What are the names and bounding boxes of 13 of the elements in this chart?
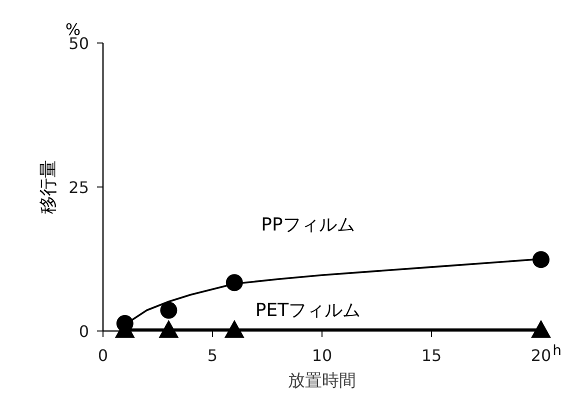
x-tick-label: 15 [421,346,442,365]
x-tick-label: 10 [312,346,332,365]
x-tick-label: 20 [530,346,552,365]
x-axis-title: 放置時間 [288,371,356,391]
text: PPフィルム [261,214,355,236]
text: h [552,343,562,359]
y-tick-label: 25 [68,178,89,197]
y-tick-label: 50 [68,34,89,53]
y-axis-title: 移行量 [38,160,59,214]
y-tick-label: 0 [78,322,89,341]
series-label: PETフィルム [255,300,361,321]
x-tick-label: 0 [98,346,108,365]
x-tick-label: 5 [207,346,218,365]
